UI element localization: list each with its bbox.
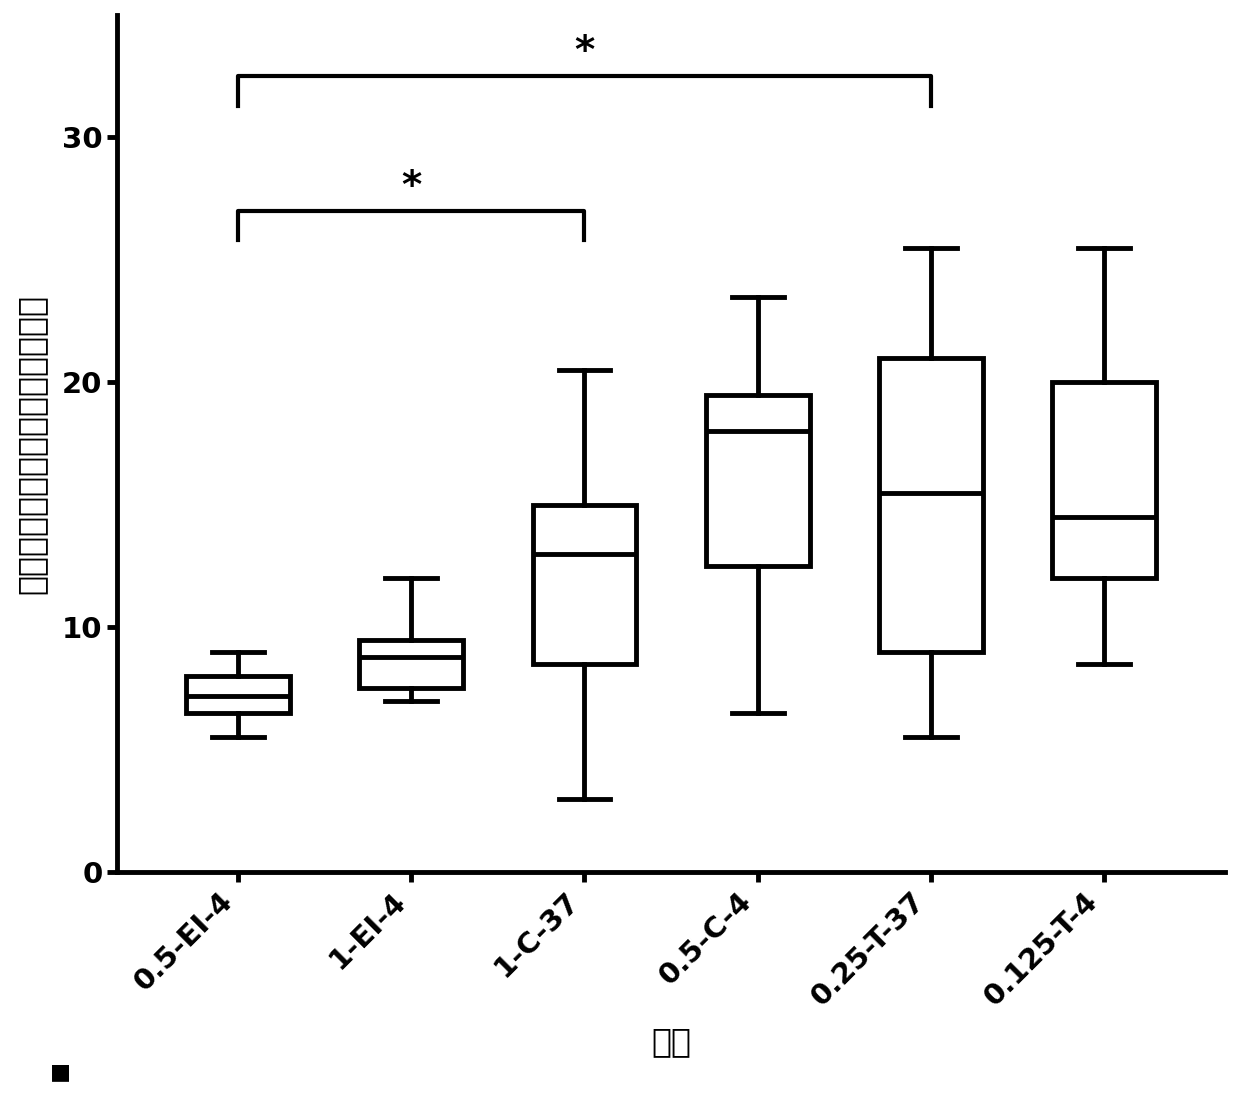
PathPatch shape (879, 358, 982, 652)
PathPatch shape (360, 639, 464, 689)
PathPatch shape (1052, 382, 1156, 578)
Text: ■: ■ (50, 1062, 71, 1083)
Y-axis label: 细胞生长至第一次分裂时间（天）: 细胞生长至第一次分裂时间（天） (15, 293, 48, 593)
PathPatch shape (186, 677, 290, 713)
Text: *: * (402, 168, 422, 206)
PathPatch shape (706, 394, 810, 566)
X-axis label: 组别: 组别 (651, 1025, 691, 1058)
Text: *: * (574, 33, 595, 71)
PathPatch shape (532, 505, 636, 664)
